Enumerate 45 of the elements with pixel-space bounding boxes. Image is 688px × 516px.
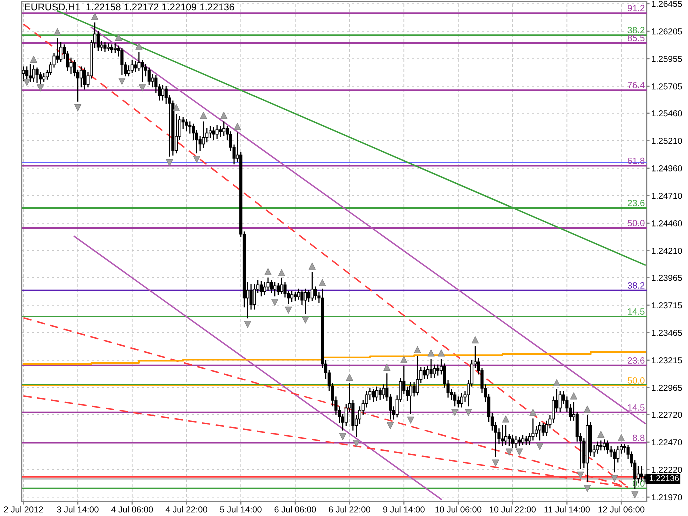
annotation: 85.5: [628, 35, 645, 42]
x-tick-label: 10 Jul 22:00: [490, 506, 536, 513]
annotation: 14.5: [628, 308, 645, 315]
annotation: 50.0: [628, 378, 645, 384]
y-tick-label: 1.25460: [652, 110, 682, 117]
y-tick-label: 1.23965: [652, 275, 682, 282]
annotation: 8.8: [632, 434, 645, 442]
y-tick-label: 1.24710: [652, 193, 682, 200]
y-tick-label: 1.25210: [652, 138, 682, 144]
chart-title: EURUSD,H1 1.22158 1.22172 1.22109 1.22136: [25, 4, 234, 12]
y-tick-label: 1.24960: [652, 166, 682, 172]
x-tick-label: 4 Jul 22:00: [166, 506, 208, 513]
annotation: 38.2: [628, 27, 645, 34]
y-tick-label: 1.26455: [652, 1, 682, 8]
x-tick-label: 9 Jul 14:00: [383, 506, 425, 513]
x-tick-label: 2 Jul 2012: [4, 506, 44, 513]
annotation: 50.0: [628, 220, 645, 227]
y-tick-label: 1.25955: [652, 56, 682, 62]
y-tick-label: 1.22470: [652, 439, 682, 446]
x-tick-label: 3 Jul 14:00: [57, 506, 99, 513]
y-tick-label: 1.23465: [652, 330, 682, 336]
x-tick-label: 11 Jul 14:00: [544, 506, 590, 513]
y-tick-label: 1.24210: [652, 248, 682, 254]
y-tick-label: 1.22965: [652, 385, 682, 392]
x-tick-label: 10 Jul 06:00: [436, 506, 482, 513]
ref-line-label: 1.22136: [650, 475, 680, 482]
annotation: 91.2: [628, 5, 645, 12]
annotation: 23.6: [628, 200, 645, 206]
y-tick-label: 1.26205: [652, 28, 682, 35]
x-tick-label: 12 Jul 06:00: [598, 506, 645, 513]
annotation: 23.6: [628, 358, 645, 364]
y-tick-label: 1.24460: [652, 220, 682, 227]
y-tick-label: 1.22720: [652, 412, 682, 418]
y-tick-label: 1.23215: [652, 358, 682, 364]
y-tick-label: 1.25705: [652, 84, 682, 90]
annotation: 14.5: [628, 404, 645, 411]
x-tick-label: 6 Jul 22:00: [329, 506, 371, 513]
y-tick-label: 1.21970: [652, 494, 682, 501]
x-tick-label: 6 Jul 06:00: [274, 506, 316, 513]
annotation: 76.4: [628, 82, 645, 89]
y-tick-label: 1.23715: [652, 302, 682, 309]
y-tick-label: 1.22220: [652, 466, 682, 474]
annotation: 38.2: [628, 282, 645, 289]
x-tick-label: 5 Jul 14:00: [220, 506, 262, 513]
x-tick-label: 4 Jul 06:00: [112, 506, 154, 513]
